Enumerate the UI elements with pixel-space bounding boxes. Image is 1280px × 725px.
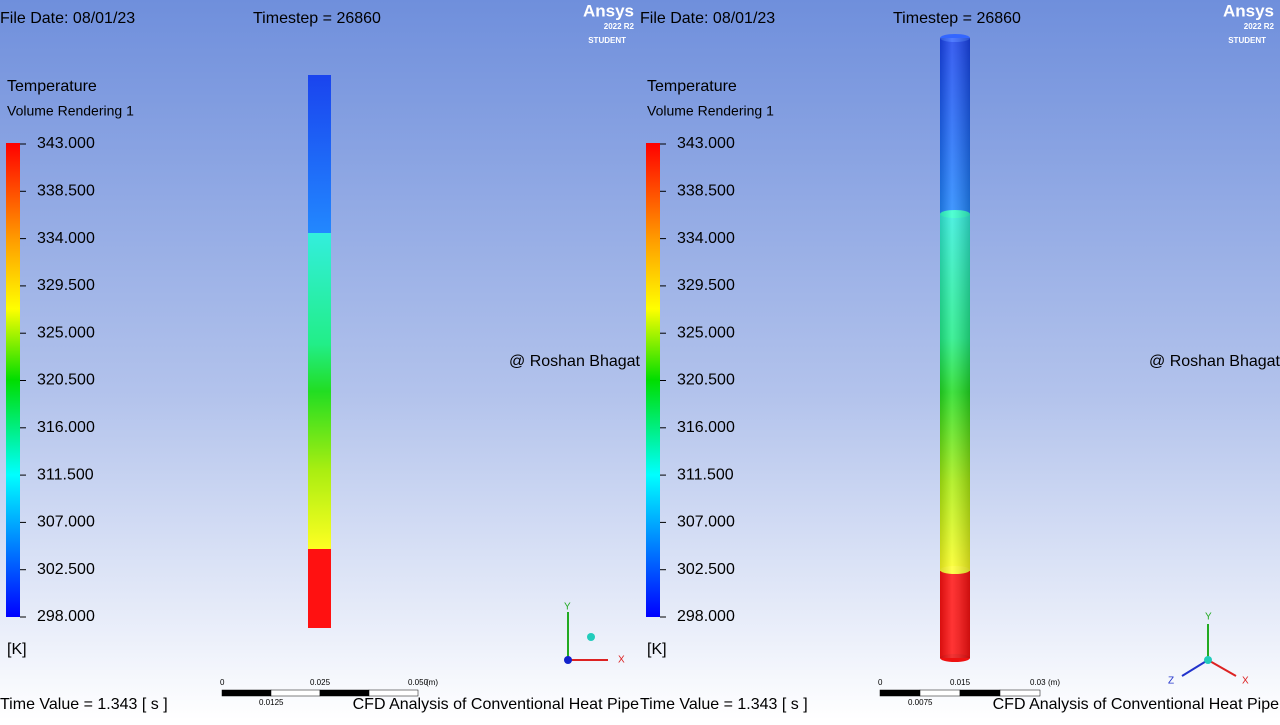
scale-segment xyxy=(368,689,419,697)
legend-title: Temperature xyxy=(7,78,97,95)
legend-subtitle: Volume Rendering 1 xyxy=(647,103,774,119)
logo-brand: Ansys xyxy=(1223,1,1274,20)
legend-tick-label: 302.500 xyxy=(37,561,95,578)
legend-tick-label: 302.500 xyxy=(677,561,735,578)
legend-tick-label: 320.500 xyxy=(677,372,735,389)
scale-segment xyxy=(959,689,1001,697)
scale-segment xyxy=(221,689,272,697)
caption: CFD Analysis of Conventional Heat Pipe xyxy=(353,696,639,713)
legend-tick-label: 329.500 xyxy=(677,277,735,294)
axis-origin xyxy=(1204,656,1212,664)
axis-x xyxy=(1207,659,1237,677)
file-date: File Date: 08/01/23 xyxy=(0,10,135,27)
scale-segment xyxy=(319,689,370,697)
watermark: @ Roshan Bhagat xyxy=(1149,353,1280,370)
logo-version: 2022 R2 xyxy=(1244,22,1275,31)
legend-tick-label: 343.000 xyxy=(677,135,735,152)
legend-tick-label: 325.000 xyxy=(37,324,95,341)
scale-unit: (m) xyxy=(426,678,438,687)
axis-label: Y xyxy=(564,602,571,613)
legend-unit: [K] xyxy=(647,641,667,658)
scale-label: 0 xyxy=(220,678,225,687)
caption: CFD Analysis of Conventional Heat Pipe xyxy=(993,696,1279,713)
legend-tick-label: 307.000 xyxy=(37,514,95,531)
time-value: Time Value = 1.343 [ s ] xyxy=(0,696,168,713)
scale-label: 0.015 xyxy=(950,678,971,687)
pipe-hot xyxy=(308,549,331,628)
axis-marker xyxy=(587,633,595,641)
legend-title: Temperature xyxy=(647,78,737,95)
scale-label: 0.025 xyxy=(310,678,331,687)
legend-tick-label: 298.000 xyxy=(677,608,735,625)
legend-tick-label: 311.500 xyxy=(37,466,94,483)
color-bar xyxy=(6,143,20,617)
scale-segment xyxy=(919,689,961,697)
scale-segment xyxy=(999,689,1041,697)
logo-edition: STUDENT xyxy=(588,36,626,45)
legend-tick-label: 307.000 xyxy=(677,514,735,531)
legend-tick-label: 311.500 xyxy=(677,466,734,483)
axis-origin xyxy=(564,656,572,664)
legend-tick-label: 334.000 xyxy=(37,230,95,247)
time-value: Time Value = 1.343 [ s ] xyxy=(640,696,808,713)
scale-sub-label: 0.0075 xyxy=(908,698,933,707)
legend-unit: [K] xyxy=(7,641,27,658)
scale-label: 0.050 xyxy=(408,678,429,687)
axis-label: X xyxy=(618,655,625,666)
legend-tick-label: 298.000 xyxy=(37,608,95,625)
legend-tick-label: 338.500 xyxy=(37,183,95,200)
pipe-shade xyxy=(940,38,970,658)
scale-segment xyxy=(879,689,921,697)
axis-label: Z xyxy=(1168,676,1174,687)
legend-tick-label: 338.500 xyxy=(677,183,735,200)
timestep: Timestep = 26860 xyxy=(893,10,1021,27)
scale-segment xyxy=(270,689,321,697)
pipe-mid xyxy=(308,233,331,550)
scale-sub-label: 0.0125 xyxy=(259,698,284,707)
legend-tick-label: 334.000 xyxy=(677,230,735,247)
logo-brand: Ansys xyxy=(583,1,634,20)
logo-edition: STUDENT xyxy=(1228,36,1266,45)
file-date: File Date: 08/01/23 xyxy=(640,10,775,27)
scale-label: 0 xyxy=(878,678,883,687)
color-bar xyxy=(646,143,660,617)
legend-tick-label: 316.000 xyxy=(677,419,735,436)
legend-tick-label: 343.000 xyxy=(37,135,95,152)
timestep: Timestep = 26860 xyxy=(253,10,381,27)
legend-tick-label: 329.500 xyxy=(37,277,95,294)
axis-label: Y xyxy=(1205,612,1212,623)
logo-version: 2022 R2 xyxy=(604,22,635,31)
legend-subtitle: Volume Rendering 1 xyxy=(7,103,134,119)
axis-label: X xyxy=(1242,676,1249,687)
axis-z xyxy=(1181,659,1209,677)
pipe-cold xyxy=(308,75,331,234)
legend-tick-label: 325.000 xyxy=(677,324,735,341)
scale-unit: (m) xyxy=(1048,678,1060,687)
watermark: @ Roshan Bhagat xyxy=(509,353,641,370)
legend-tick-label: 320.500 xyxy=(37,372,95,389)
legend-tick-label: 316.000 xyxy=(37,419,95,436)
scale-label: 0.03 xyxy=(1030,678,1046,687)
